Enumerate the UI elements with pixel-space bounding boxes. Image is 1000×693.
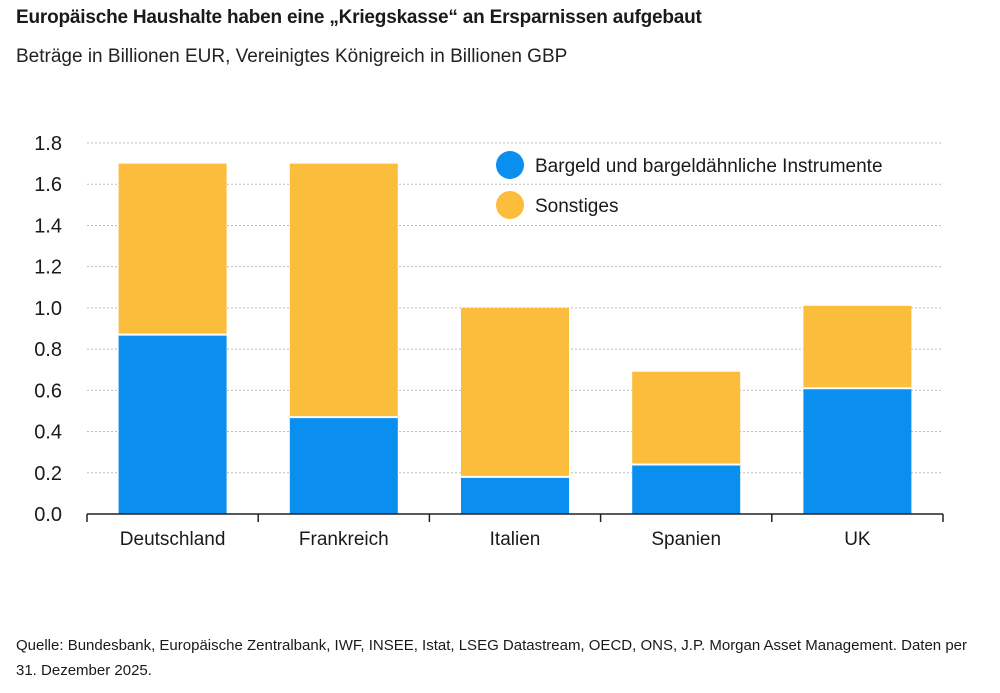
- y-tick-label: 0.4: [34, 422, 62, 444]
- x-tick-label: UK: [844, 529, 871, 550]
- bar-cash-frankreich: [289, 417, 398, 514]
- chart-subtitle: Beträge in Billionen EUR, Vereinigtes Kö…: [16, 46, 568, 67]
- bar-cash-uk: [803, 388, 912, 514]
- bar-other-frankreich: [289, 163, 398, 418]
- bar-cash-deutschland: [118, 334, 227, 514]
- bar-other-italien: [461, 307, 569, 477]
- bar-other-spanien: [632, 371, 741, 465]
- legend-swatch-other: [496, 191, 524, 219]
- bar-cash-spanien: [632, 464, 741, 514]
- chart-title: Europäische Haushalte haben eine „Kriegs…: [16, 7, 702, 28]
- y-tick-label: 1.8: [34, 133, 62, 155]
- x-tick-label: Italien: [490, 529, 541, 550]
- y-tick-label: 0.0: [34, 504, 62, 526]
- legend-label: Bargeld und bargeldähnliche Instrumente: [535, 156, 883, 177]
- y-tick-label: 1.0: [34, 298, 62, 320]
- y-tick-label: 0.6: [34, 380, 62, 402]
- x-tick-label: Deutschland: [120, 529, 226, 550]
- y-tick-label: 1.6: [34, 174, 62, 196]
- y-tick-label: 0.8: [34, 339, 62, 361]
- source-note: Quelle: Bundesbank, Europäische Zentralb…: [16, 637, 967, 679]
- y-tick-label: 1.4: [34, 215, 62, 237]
- x-tick-label: Frankreich: [299, 529, 389, 550]
- bar-other-deutschland: [118, 163, 227, 335]
- legend-label: Sonstiges: [535, 196, 618, 217]
- bar-cash-italien: [461, 476, 569, 514]
- y-tick-label: 0.2: [34, 463, 62, 485]
- bar-other-uk: [803, 305, 912, 389]
- x-tick-label: Spanien: [651, 529, 721, 550]
- legend-swatch-cash: [496, 151, 524, 179]
- y-tick-label: 1.2: [34, 257, 62, 279]
- stacked-bar-chart: 0.0 0.2 0.4 0.6 0.8 1.0 1.2 1.4 1.6 1.8 Deutschlan…: [34, 133, 944, 550]
